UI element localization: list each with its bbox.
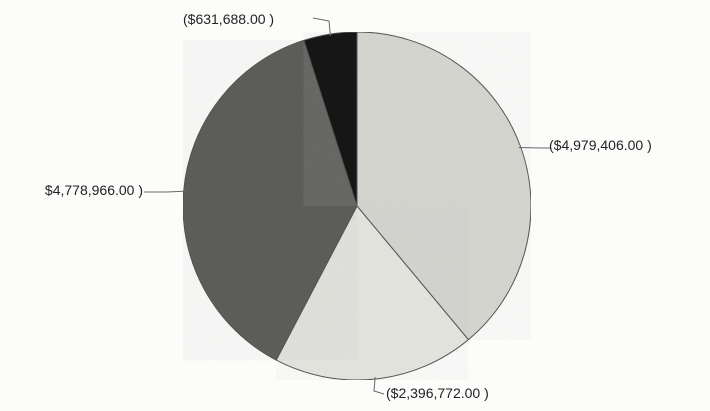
slice-label-3: $4,778,966.00 ) [45,182,143,198]
slice-label-1: ($4,979,406.00 ) [549,137,652,153]
label-leader-lines [144,17,551,395]
slice-labels: ($4,979,406.00 ) ($2,396,772.00 ) $4,778,9… [45,11,652,401]
pie-slices [182,31,532,381]
slice-label-4: ($631,688.00 ) [183,11,274,27]
leader-line-4 [312,17,331,37]
leader-line-2 [373,376,385,395]
leader-line-3 [144,190,186,193]
slice-label-2: ($2,396,772.00 ) [386,385,489,401]
leader-line-1 [518,146,551,149]
pie-slice-1 [356,31,532,341]
